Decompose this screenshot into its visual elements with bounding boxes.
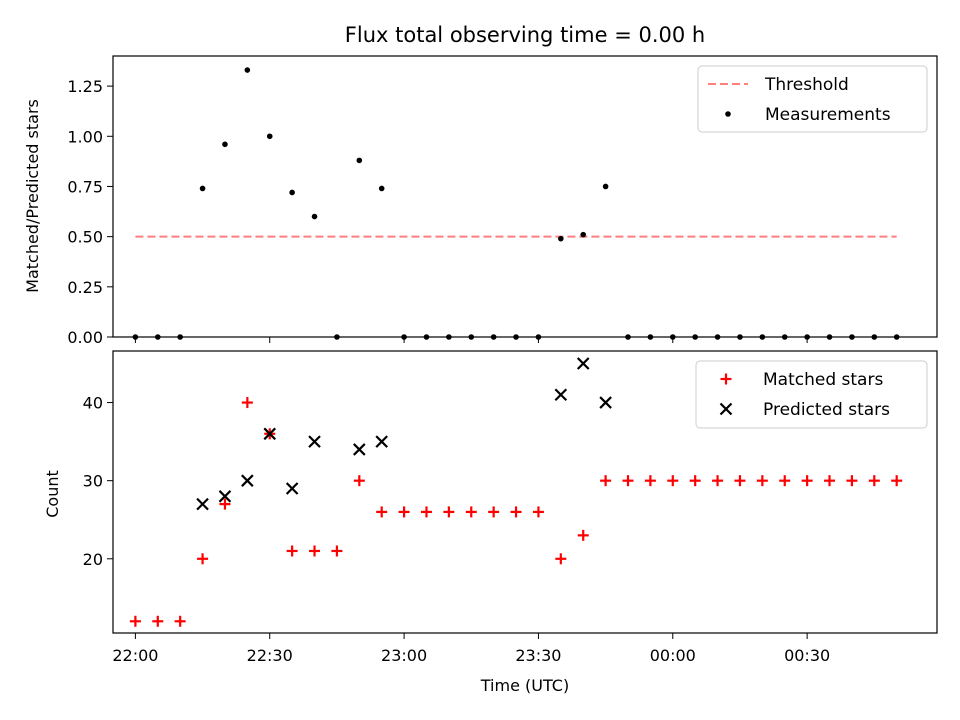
measurement-point <box>266 133 273 140</box>
bottom-y-tick-label: 30 <box>83 472 103 491</box>
matched-star-point <box>398 506 410 518</box>
measurement-point <box>558 235 564 242</box>
matched-star-point <box>510 506 522 518</box>
matched-star-point <box>756 475 768 487</box>
top-legend: Threshold Measurements <box>697 65 928 133</box>
measurement-point <box>311 213 318 220</box>
matched-star-point <box>219 498 231 510</box>
predicted-star-point <box>285 482 299 495</box>
matched-star-point <box>241 397 253 409</box>
matched-star-point <box>622 475 634 487</box>
predicted-star-point <box>375 435 388 448</box>
bottom-plot-panel: 20 30 40 22:00 22:30 23:00 23:30 00:00 00:30 Matc… <box>83 350 938 665</box>
matched-star-point <box>712 475 724 487</box>
predicted-star-point <box>196 497 209 511</box>
matched-star-point <box>644 475 656 487</box>
predicted-legend-swatch <box>719 402 733 416</box>
matched-star-point <box>420 506 432 518</box>
matched-star-point <box>488 506 500 518</box>
measurement-point <box>289 189 295 196</box>
bottom-legend: Matched stars Predicted stars <box>695 360 928 429</box>
matched-star-point <box>129 615 141 627</box>
matched-star-point <box>197 553 209 565</box>
measurement-point <box>244 67 251 73</box>
predicted-star-point <box>263 427 277 441</box>
x-tick-label: 23:00 <box>381 646 427 665</box>
x-tick-label: 23:30 <box>515 646 561 665</box>
matched-legend-swatch <box>720 373 732 385</box>
matched-star-point <box>443 506 455 518</box>
top-y-tick-label: 1.00 <box>67 127 103 146</box>
measurement-point <box>222 141 228 148</box>
x-tick-label: 00:00 <box>650 646 696 665</box>
matched-star-point <box>801 475 813 487</box>
matched-star-point <box>353 475 365 487</box>
measurement-point <box>580 231 587 238</box>
matched-star-point <box>465 506 477 518</box>
x-tick-label: 22:00 <box>112 646 158 665</box>
matched-legend-label: Matched stars <box>763 370 883 390</box>
predicted-star-point <box>308 435 321 448</box>
matched-star-point <box>868 475 880 487</box>
top-chart-title: Flux total observing time = 0.00 h <box>345 23 705 47</box>
top-y-tick-label: 0.25 <box>67 278 103 297</box>
predicted-star-point <box>353 443 366 456</box>
matched-star-point <box>824 475 836 487</box>
bottom-y-tick-label: 20 <box>83 550 103 569</box>
predicted-star-point <box>241 474 254 487</box>
threshold-legend-label: Threshold <box>764 75 849 95</box>
matched-star-point <box>152 615 164 627</box>
matched-star-point <box>174 615 186 627</box>
matched-star-point <box>667 475 679 487</box>
top-y-axis-label: Matched/Predicted stars <box>23 99 42 293</box>
matched-star-point <box>376 506 388 518</box>
x-tick-label: 22:30 <box>247 646 293 665</box>
measurement-point <box>356 157 363 164</box>
bottom-y-axis-label: Count <box>43 470 62 518</box>
matched-star-point <box>532 506 544 518</box>
predicted-star-point <box>554 388 568 402</box>
bottom-legend-box <box>695 360 928 429</box>
top-y-tick-label: 0.50 <box>67 228 103 247</box>
matched-star-point <box>689 475 701 487</box>
measurements-legend-label: Measurements <box>765 105 891 125</box>
matched-star-point <box>779 475 791 487</box>
matched-star-point <box>331 545 343 557</box>
measurement-point <box>602 183 609 190</box>
top-plot-panel: 0.00 0.25 0.50 0.75 1.00 1.25 Threshold Measure… <box>67 55 938 347</box>
top-axes-frame <box>112 55 938 338</box>
predicted-legend-label: Predicted stars <box>763 400 890 420</box>
matched-star-point <box>734 475 746 487</box>
matched-star-point <box>600 475 612 487</box>
matched-star-point <box>286 545 298 557</box>
measurement-point <box>378 185 385 192</box>
matched-star-point <box>577 529 589 541</box>
x-tick-label: 00:30 <box>784 646 830 665</box>
predicted-star-point <box>599 396 612 409</box>
matched-star-point <box>891 475 903 487</box>
top-y-tick-label: 0.00 <box>67 328 103 347</box>
top-legend-box <box>697 65 928 133</box>
measurement-point <box>199 185 206 192</box>
predicted-star-point <box>218 490 232 503</box>
measurements-legend-swatch <box>725 111 731 117</box>
x-axis-label: Time (UTC) <box>480 676 569 695</box>
matched-star-point <box>555 553 567 565</box>
bottom-y-tick-label: 40 <box>83 394 103 413</box>
top-y-tick-label: 0.75 <box>67 177 103 196</box>
matched-star-point <box>846 475 858 487</box>
top-y-tick-label: 1.25 <box>67 77 103 96</box>
bottom-axes-frame <box>112 350 938 634</box>
predicted-star-point <box>576 357 590 370</box>
matched-star-point <box>309 545 321 557</box>
